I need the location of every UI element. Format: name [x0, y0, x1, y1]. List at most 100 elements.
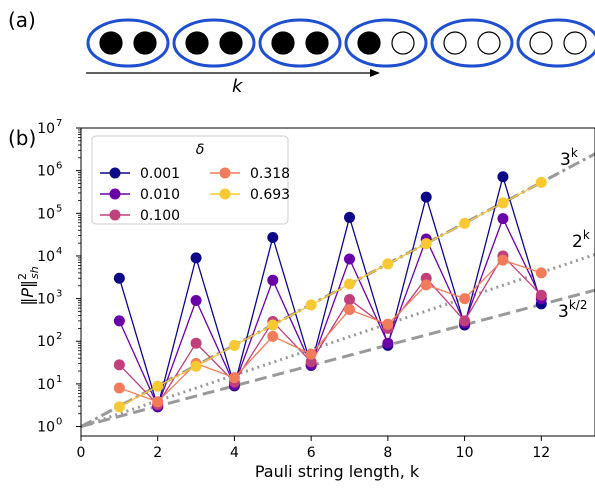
spin-filled [219, 31, 243, 55]
y-tick-label: 10 [37, 206, 55, 222]
y-tick-label: 10 [37, 164, 55, 180]
legend-label: 0.100 [140, 208, 180, 224]
reference-line [81, 253, 595, 428]
data-point [420, 279, 432, 291]
spin-empty [477, 31, 501, 55]
data-point [535, 176, 547, 188]
spin-pairs [86, 18, 595, 68]
x-tick-label: 8 [383, 445, 392, 461]
spin-filled [185, 31, 209, 55]
data-point [382, 258, 394, 270]
series-line [118, 174, 542, 410]
legend-item: 0.100 [100, 208, 180, 224]
data-point [305, 299, 317, 311]
spin-filled [271, 31, 295, 55]
spin-pair [516, 18, 595, 68]
data-point [228, 372, 240, 384]
legend-label: 0.001 [140, 166, 180, 182]
y-tick-exponent: 4 [56, 246, 62, 257]
legend-swatch-marker [109, 188, 121, 200]
data-point [113, 382, 125, 394]
data-point [113, 315, 125, 327]
series-line [118, 216, 542, 408]
series-line [118, 254, 542, 406]
pair-ellipse [344, 18, 428, 68]
spin-empty [529, 31, 553, 55]
data-point [459, 293, 471, 305]
data-point [344, 294, 356, 306]
spin-empty [563, 31, 587, 55]
legend-box [91, 135, 289, 225]
data-point [190, 360, 202, 372]
y-tick-label: 10 [37, 292, 55, 308]
data-point [344, 253, 356, 265]
data-point [459, 315, 471, 327]
series-0.010 [113, 213, 547, 412]
legend-title: δ [196, 142, 205, 158]
pair-ellipse [86, 18, 170, 68]
k-arrow-label: k [232, 76, 244, 97]
data-point [497, 213, 509, 225]
data-point [267, 330, 279, 342]
spin-filled [357, 31, 381, 55]
pair-ellipse [516, 18, 595, 68]
panel-a: (a) k [8, 8, 595, 97]
y-tick-exponent: 1 [56, 374, 62, 385]
reference-line-label: 3k/2 [558, 298, 587, 322]
legend-label: 0.318 [250, 166, 290, 182]
panel-b-label: (b) [8, 126, 36, 150]
legend: δ 0.001 0.010 0.100 0.318 0.693 [91, 135, 290, 225]
spin-filled [99, 31, 123, 55]
reference-line [81, 288, 595, 428]
data-point [420, 238, 432, 250]
spin-pair [86, 18, 170, 68]
series-0.693 [113, 176, 547, 413]
y-tick-exponent: 5 [56, 203, 62, 214]
series-line [119, 259, 542, 403]
data-point [190, 295, 202, 307]
y-tick-label: 10 [37, 377, 55, 393]
data-point [497, 197, 509, 209]
data-point [267, 319, 279, 331]
data-point [535, 267, 547, 279]
data-point [382, 337, 394, 349]
data-point [113, 272, 125, 284]
x-tick-label: 10 [456, 445, 474, 461]
data-point [382, 318, 394, 330]
spin-filled [133, 31, 157, 55]
legend-swatch-marker [219, 167, 231, 179]
spin-empty [443, 31, 467, 55]
series-line [119, 181, 542, 408]
data-point [305, 356, 317, 368]
series-group [113, 171, 547, 413]
x-axis-label: Pauli string length, k [255, 462, 420, 481]
data-point [535, 289, 547, 301]
y-tick-label: 10 [37, 121, 55, 137]
legend-swatch-marker [109, 209, 121, 221]
panel-a-label: (a) [8, 8, 36, 32]
x-tick-label: 4 [230, 445, 239, 461]
legend-item: 0.010 [100, 187, 180, 203]
data-point [344, 304, 356, 316]
legend-swatch-marker [109, 167, 121, 179]
plot-frame [80, 127, 595, 437]
y-tick-label: 10 [37, 420, 55, 436]
spin-pair [258, 18, 342, 68]
data-point [497, 171, 509, 183]
spin-empty [391, 31, 415, 55]
spin-pair [172, 18, 256, 68]
y-tick-exponent: 3 [56, 289, 62, 300]
data-point [152, 396, 164, 408]
data-point [113, 359, 125, 371]
data-point [344, 278, 356, 290]
spin-pair [344, 18, 428, 68]
y-tick-exponent: 7 [56, 118, 62, 129]
reference-line-label: 2k [572, 228, 590, 252]
data-point [420, 191, 432, 203]
x-tick-label: 6 [307, 445, 316, 461]
data-point [344, 211, 356, 223]
legend-label: 0.010 [140, 187, 180, 203]
y-tick-label: 10 [37, 334, 55, 350]
